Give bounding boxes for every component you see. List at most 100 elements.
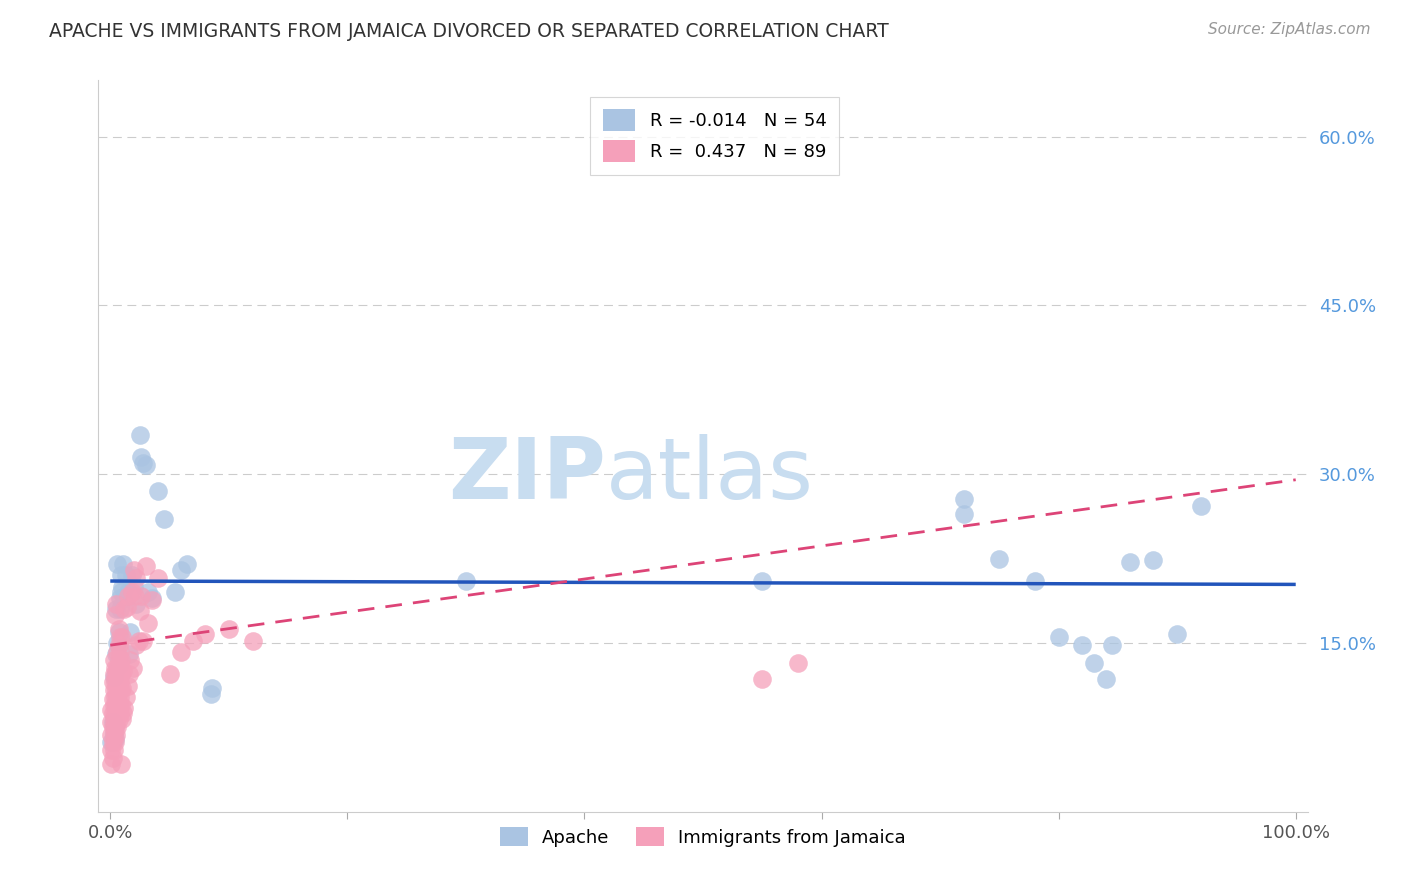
Point [1142,552,1164,566]
Point [101,750,124,764]
Point [103,667,125,681]
Point [107,653,129,667]
Point [170,563,193,577]
Point [141,593,163,607]
Point [952,507,974,521]
Text: atlas: atlas [606,434,814,516]
Point [120,653,142,667]
Point [105,636,128,650]
Point [751,574,773,588]
Point [110,568,132,582]
Point [105,647,128,661]
Point [121,568,143,582]
Point [170,645,193,659]
Point [101,720,124,734]
Point [103,713,125,727]
Text: Source: ZipAtlas.com: Source: ZipAtlas.com [1208,22,1371,37]
Point [165,585,187,599]
Point [101,735,124,749]
Legend: Apache, Immigrants from Jamaica: Apache, Immigrants from Jamaica [494,820,912,854]
Point [1095,672,1118,686]
Point [107,638,129,652]
Point [100,714,122,729]
Point [786,656,808,670]
Point [1083,656,1105,670]
Point [103,726,125,740]
Point [114,701,136,715]
Point [110,757,132,772]
Point [110,683,132,698]
Point [104,735,127,749]
Point [136,615,159,630]
Point [114,690,136,704]
Point [100,728,122,742]
Point [104,720,127,734]
Point [111,713,134,727]
Point [124,589,146,603]
Point [125,571,148,585]
Point [105,698,128,712]
Point [200,687,222,701]
Point [1166,627,1188,641]
Point [105,557,128,571]
Point [101,692,124,706]
Point [194,627,217,641]
Point [105,675,128,690]
Point [242,633,264,648]
Point [1189,499,1212,513]
Point [110,585,132,599]
Point [129,427,152,442]
Point [121,661,143,675]
Point [108,675,131,690]
Point [1101,638,1123,652]
Point [751,672,773,686]
Point [103,698,125,712]
Text: APACHE VS IMMIGRANTS FROM JAMAICA DIVORCED OR SEPARATED CORRELATION CHART: APACHE VS IMMIGRANTS FROM JAMAICA DIVORC… [49,22,889,41]
Point [141,591,163,605]
Point [103,670,125,684]
Point [128,633,150,648]
Point [136,585,159,599]
Point [181,633,204,648]
Point [107,658,129,673]
Point [112,557,135,571]
Point [135,559,157,574]
Point [129,589,152,603]
Point [114,602,136,616]
Point [114,568,136,582]
Point [125,597,148,611]
Point [146,571,169,585]
Point [108,630,131,644]
Point [105,661,128,675]
Point [152,512,174,526]
Point [103,728,125,742]
Point [105,683,128,698]
Point [129,450,152,465]
Point [104,706,127,720]
Point [176,557,198,571]
Point [1119,555,1142,569]
Point [105,690,128,704]
Point [104,720,127,734]
Point [105,602,128,616]
Point [117,589,139,603]
Point [120,624,142,639]
Point [117,679,139,693]
Point [101,714,124,729]
Point [201,681,224,695]
Point [454,574,477,588]
Point [132,633,155,648]
Point [108,661,131,675]
Point [112,664,135,678]
Point [1071,638,1094,652]
Point [146,483,169,498]
Point [107,698,129,712]
Point [107,713,129,727]
Point [107,623,129,637]
Point [103,743,125,757]
Point [125,638,148,652]
Point [111,580,134,594]
Point [105,667,128,681]
Point [118,667,141,681]
Point [108,602,131,616]
